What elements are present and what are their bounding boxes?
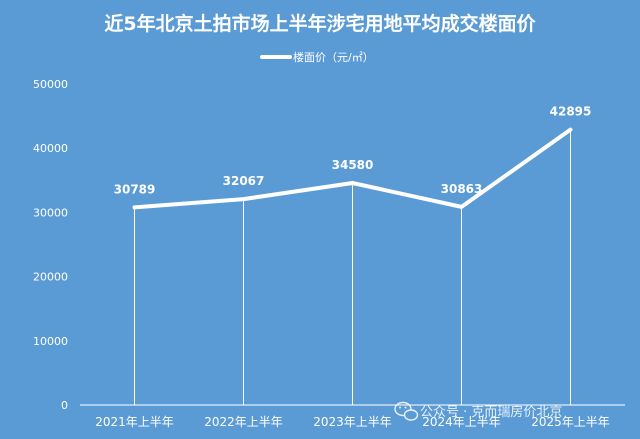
series-polyline [132, 127, 573, 210]
x-tick-label: 2022年上半年 [204, 415, 283, 429]
data-label: 32067 [223, 174, 265, 188]
watermark-text: 公众号 · 克而瑞房价北京 [420, 404, 562, 420]
legend-label: 楼面价（元/㎡） [293, 50, 374, 64]
data-label: 42895 [550, 105, 592, 119]
legend: 楼面价（元/㎡） [260, 50, 374, 64]
x-tick-label: 2024年上半年 [422, 415, 501, 429]
x-tick-label: 2021年上半年 [95, 415, 174, 429]
y-tick-label: 10000 [33, 335, 68, 348]
y-tick-label: 50000 [33, 78, 68, 91]
data-label: 30789 [114, 182, 156, 196]
series-line [132, 127, 573, 210]
y-tick-label: 40000 [33, 142, 68, 155]
x-tick-label: 2023年上半年 [313, 415, 392, 429]
x-axis: 2021年上半年 2022年上半年 2023年上半年 2024年上半年 2025年上半年 [80, 404, 625, 429]
data-label: 30863 [441, 182, 483, 196]
y-tick-label: 0 [61, 399, 68, 412]
x-tick-label: 2025年上半年 [531, 415, 610, 429]
drop-lines [134, 129, 571, 405]
y-tick-label: 20000 [33, 271, 68, 284]
data-label: 34580 [332, 158, 374, 172]
y-tick-label: 30000 [33, 206, 68, 219]
wechat-icon [394, 401, 419, 421]
y-axis: 0 10000 20000 30000 40000 50000 [33, 78, 68, 412]
data-labels: 30789 32067 34580 30863 42895 [114, 105, 592, 197]
watermark: 公众号 · 克而瑞房价北京 [394, 401, 562, 421]
chart-title: 近5年北京土拍市场上半年涉宅用地平均成交楼面价 [104, 12, 536, 35]
